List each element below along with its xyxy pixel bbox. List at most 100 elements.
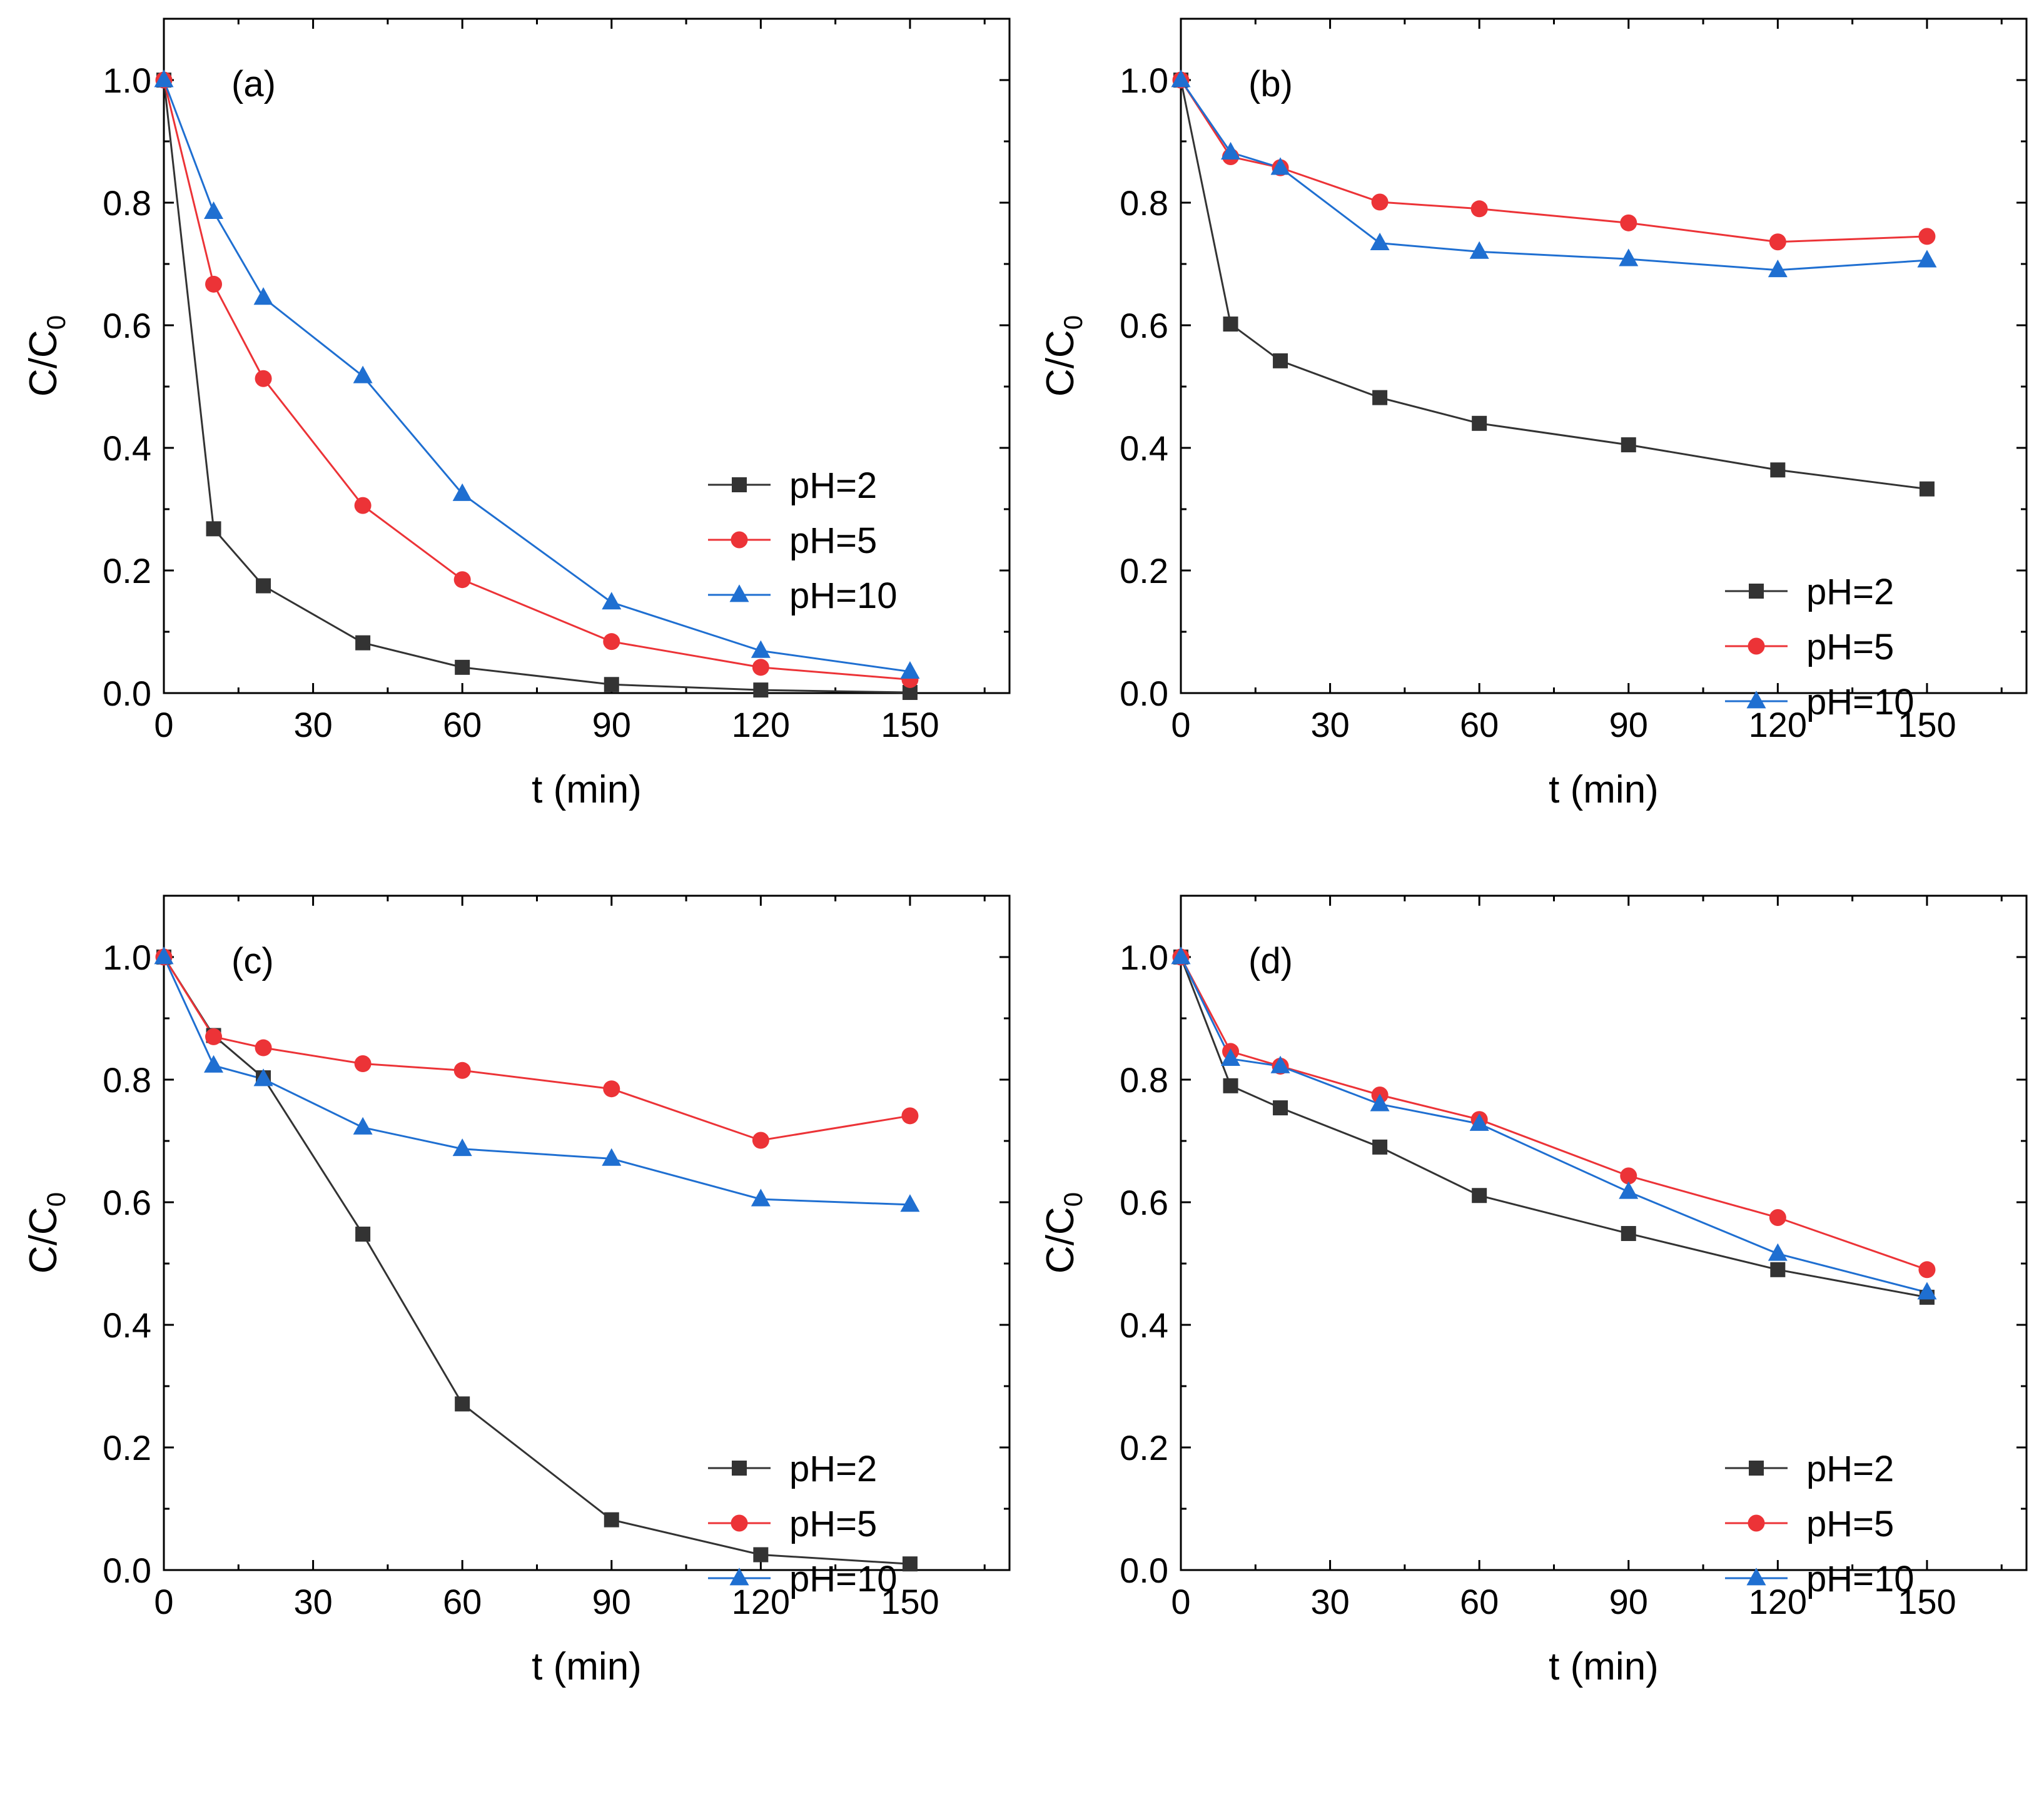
data-point bbox=[452, 1138, 472, 1157]
panel-label: (d) bbox=[1248, 941, 1293, 981]
x-tick-label: 0 bbox=[1171, 1582, 1190, 1621]
data-point bbox=[1270, 1055, 1290, 1073]
data-point bbox=[602, 1148, 622, 1166]
chart-panel: 0 30 60 90 120 150 0.0 0.2 0.4 0.6 0.8 1.0 t (min) C/… bbox=[1039, 894, 2028, 1688]
y-tick-label: 0.0 bbox=[103, 1551, 151, 1590]
chart-panel: 0 30 60 90 120 150 0.0 0.2 0.4 0.6 0.8 1.0 t (min) C/… bbox=[22, 18, 1011, 811]
data-point bbox=[1768, 260, 1788, 278]
data-point bbox=[1370, 232, 1390, 251]
data-point bbox=[1621, 1225, 1636, 1241]
series-line bbox=[1180, 956, 1928, 1299]
x-axis-title: t (min) bbox=[532, 1645, 642, 1688]
x-tick-label: 60 bbox=[1460, 1582, 1499, 1621]
y-tick-label: 0.0 bbox=[103, 674, 151, 713]
data-point bbox=[1470, 200, 1488, 218]
plot-frame bbox=[1180, 894, 2028, 1571]
data-point bbox=[1372, 1139, 1388, 1155]
x-tick-label: 60 bbox=[1460, 705, 1499, 744]
x-tick-label: 90 bbox=[1609, 705, 1648, 744]
x-tick-label: 150 bbox=[1898, 705, 1956, 744]
data-point bbox=[455, 1396, 470, 1412]
data-point bbox=[604, 1512, 619, 1528]
data-point bbox=[206, 521, 221, 537]
data-point bbox=[753, 682, 769, 698]
data-point bbox=[1370, 1093, 1390, 1112]
data-point bbox=[354, 497, 372, 514]
y-tick-label: 0.8 bbox=[1120, 1060, 1168, 1100]
y-tick-label: 0.4 bbox=[1120, 1305, 1168, 1345]
data-point bbox=[1273, 353, 1288, 368]
y-axis-title: C/C0 bbox=[22, 315, 71, 397]
series-line bbox=[1180, 956, 1928, 1271]
x-tick-label: 30 bbox=[293, 1582, 332, 1621]
x-tick-label: 120 bbox=[1749, 1582, 1807, 1621]
x-tick-label: 30 bbox=[293, 705, 332, 744]
legend-label: pH=5 bbox=[1806, 1504, 1894, 1544]
y-tick-label: 0.2 bbox=[103, 1428, 151, 1467]
legend-marker bbox=[1748, 637, 1765, 655]
data-point bbox=[255, 370, 272, 387]
x-tick-label: 0 bbox=[154, 1582, 173, 1621]
legend-label: pH=10 bbox=[1806, 1559, 1915, 1599]
legend: pH=2 pH=5 pH=10 bbox=[708, 465, 898, 616]
panel-label: (a) bbox=[231, 64, 276, 104]
y-tick-label: 1.0 bbox=[1120, 61, 1168, 100]
legend-label: pH=10 bbox=[789, 1559, 898, 1599]
data-point bbox=[1619, 1181, 1639, 1199]
data-point bbox=[753, 1547, 769, 1563]
legend: pH=2 pH=5 pH=10 bbox=[1725, 1449, 1915, 1599]
data-point bbox=[902, 1556, 918, 1572]
y-tick-label: 0.4 bbox=[103, 428, 151, 468]
data-point bbox=[1917, 250, 1937, 268]
legend-marker bbox=[1746, 1568, 1766, 1586]
data-point bbox=[1270, 157, 1290, 175]
series-line bbox=[1180, 79, 1928, 271]
y-tick-label: 0.4 bbox=[103, 1305, 151, 1345]
y-tick-label: 1.0 bbox=[1120, 938, 1168, 977]
data-point bbox=[355, 635, 371, 651]
x-tick-label: 90 bbox=[592, 1582, 631, 1621]
legend-label: pH=2 bbox=[789, 465, 877, 506]
data-point bbox=[1918, 1261, 1936, 1279]
data-point bbox=[604, 677, 619, 692]
series-line bbox=[1180, 956, 1928, 1294]
y-tick-label: 0.6 bbox=[103, 1183, 151, 1222]
data-point bbox=[1770, 1262, 1786, 1277]
data-point bbox=[603, 1080, 620, 1098]
data-point bbox=[900, 661, 920, 679]
data-point bbox=[1768, 1243, 1788, 1261]
data-point bbox=[900, 1194, 920, 1212]
data-point bbox=[752, 1132, 769, 1149]
chart-panel: 0 30 60 90 120 150 0.0 0.2 0.4 0.6 0.8 1.0 t (min) C/… bbox=[22, 894, 1011, 1688]
x-tick-label: 150 bbox=[1898, 1582, 1956, 1621]
data-point bbox=[603, 633, 620, 651]
data-point bbox=[1620, 214, 1637, 231]
x-axis-title: t (min) bbox=[1549, 768, 1659, 811]
legend-label: pH=2 bbox=[789, 1449, 877, 1489]
legend-label: pH=2 bbox=[1806, 572, 1894, 612]
data-point bbox=[1917, 1282, 1937, 1300]
data-point bbox=[205, 1028, 223, 1045]
data-point bbox=[1769, 1209, 1786, 1226]
data-point bbox=[205, 275, 223, 293]
data-point bbox=[1472, 1188, 1487, 1203]
y-tick-label: 0.8 bbox=[1120, 183, 1168, 223]
y-axis-title: C/C0 bbox=[22, 1192, 71, 1274]
y-tick-label: 0.8 bbox=[103, 183, 151, 223]
data-point bbox=[751, 640, 771, 658]
legend-label: pH=10 bbox=[789, 575, 898, 616]
legend-label: pH=5 bbox=[789, 520, 877, 561]
legend-marker bbox=[729, 584, 749, 602]
x-tick-label: 120 bbox=[732, 705, 790, 744]
data-point bbox=[1221, 1048, 1241, 1067]
series-line bbox=[1180, 79, 1927, 243]
legend-marker bbox=[732, 1461, 747, 1476]
y-tick-label: 0.4 bbox=[1120, 428, 1168, 468]
data-point bbox=[1472, 415, 1487, 431]
data-point bbox=[154, 69, 174, 88]
data-point bbox=[1371, 193, 1389, 211]
data-point bbox=[1223, 317, 1238, 332]
legend: pH=2 pH=5 pH=10 bbox=[708, 1449, 898, 1599]
data-point bbox=[1372, 390, 1388, 405]
y-tick-label: 0.6 bbox=[1120, 1183, 1168, 1222]
